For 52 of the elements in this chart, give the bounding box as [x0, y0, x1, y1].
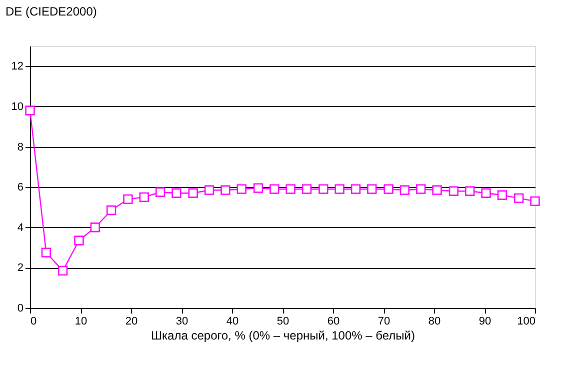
point [514, 193, 524, 203]
point [384, 184, 394, 194]
point [367, 184, 377, 194]
point [204, 185, 214, 195]
point [318, 184, 328, 194]
point [400, 185, 410, 195]
point [416, 184, 426, 194]
x-tick-label: 30 [176, 316, 188, 328]
point [106, 205, 116, 216]
point [155, 187, 166, 197]
x-tick-label: 60 [327, 316, 340, 328]
point [448, 186, 459, 196]
point [432, 185, 442, 195]
point [58, 266, 68, 276]
x-tick-label: 10 [74, 316, 88, 328]
x-tick-label: 20 [125, 316, 138, 328]
point [123, 194, 133, 204]
point [497, 190, 508, 200]
point [139, 192, 149, 202]
x-tick-label: 80 [428, 316, 441, 328]
y-axis-title: DE (CIEDE2000) [6, 4, 97, 18]
y-tick-label: 4 [17, 222, 24, 234]
point [286, 184, 296, 194]
x-tick-label: 0 [30, 316, 37, 328]
point [74, 236, 84, 246]
point [481, 188, 491, 198]
point [172, 188, 182, 198]
point [25, 106, 35, 116]
point [334, 184, 344, 194]
x-tick-label: 70 [378, 316, 390, 328]
point [350, 184, 361, 194]
point [90, 222, 100, 232]
point [530, 196, 540, 206]
point [302, 184, 312, 194]
point [220, 185, 230, 195]
point [465, 186, 475, 196]
y-tick-label: 0 [17, 302, 24, 314]
y-tick-label: 10 [11, 100, 24, 113]
point [253, 183, 264, 193]
x-tick-label: 50 [276, 316, 290, 328]
y-tick-label: 6 [17, 182, 24, 194]
point [236, 184, 246, 194]
point [270, 184, 280, 194]
point [188, 188, 198, 198]
point [41, 248, 51, 258]
y-tick-label: 12 [11, 60, 24, 73]
x-tick-label: 100 [517, 316, 536, 328]
y-tick-label: 8 [17, 141, 24, 154]
x-axis-title: Шкала серого, % (0% – черный, 100% – белый) [151, 328, 415, 342]
x-tick-label: 40 [226, 316, 239, 328]
y-tick-label: 2 [17, 262, 24, 274]
x-tick-label: 90 [478, 316, 492, 328]
